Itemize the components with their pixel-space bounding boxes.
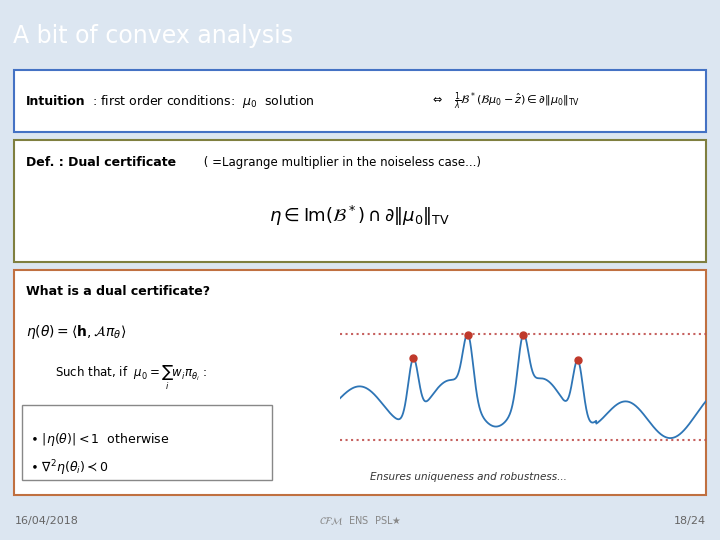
Text: $\eta \in \mathrm{Im}(\mathcal{B}^*) \cap \partial\|\mu_0\|_{\mathrm{TV}}$: $\eta \in \mathrm{Im}(\mathcal{B}^*) \ca… (269, 204, 451, 228)
Text: $\mathcal{C}\mathcal{F}\mathcal{M}$  ENS  PSL$\bigstar$: $\mathcal{C}\mathcal{F}\mathcal{M}$ ENS … (318, 514, 402, 527)
Text: $\cdot\ \eta(\theta_i) = 1$: $\cdot\ \eta(\theta_i) = 1$ (30, 407, 90, 423)
Text: $\bullet\ |\eta(\theta)| < 1$  otherwise: $\bullet\ |\eta(\theta)| < 1$ otherwise (30, 431, 169, 448)
Text: Intuition: Intuition (26, 94, 86, 107)
Bar (22, 405, 272, 480)
Text: : first order conditions:  $\mu_0$  solution: : first order conditions: $\mu_0$ soluti… (92, 92, 315, 110)
Bar (14, 140, 706, 262)
Text: $\bullet\ \nabla^2\eta(\theta_i) \prec 0$: $\bullet\ \nabla^2\eta(\theta_i) \prec 0… (30, 458, 109, 478)
Text: Def. : Dual certificate: Def. : Dual certificate (26, 156, 176, 168)
Text: A bit of convex analysis: A bit of convex analysis (13, 24, 293, 48)
Text: 18/24: 18/24 (673, 516, 706, 526)
Text: Ensures uniqueness and robustness...: Ensures uniqueness and robustness... (370, 472, 567, 482)
Text: ( =Lagrange multiplier in the noiseless case...): ( =Lagrange multiplier in the noiseless … (200, 156, 481, 168)
Bar (14, 270, 706, 495)
Bar (14, 70, 706, 132)
Text: Such that, if  $\mu_0 = \sum_i w_i \pi_{\theta_i}$ :: Such that, if $\mu_0 = \sum_i w_i \pi_{\… (55, 364, 207, 392)
Text: 16/04/2018: 16/04/2018 (14, 516, 78, 526)
Text: $\Leftrightarrow \quad \frac{1}{\lambda}\mathcal{B}^*(\mathcal{B}\mu_0 - \hat{z}: $\Leftrightarrow \quad \frac{1}{\lambda}… (430, 90, 580, 112)
Text: What is a dual certificate?: What is a dual certificate? (26, 286, 210, 299)
Text: $\eta(\theta) = \langle \mathbf{h}, \mathcal{A}\pi_\theta \rangle$: $\eta(\theta) = \langle \mathbf{h}, \mat… (26, 323, 126, 341)
